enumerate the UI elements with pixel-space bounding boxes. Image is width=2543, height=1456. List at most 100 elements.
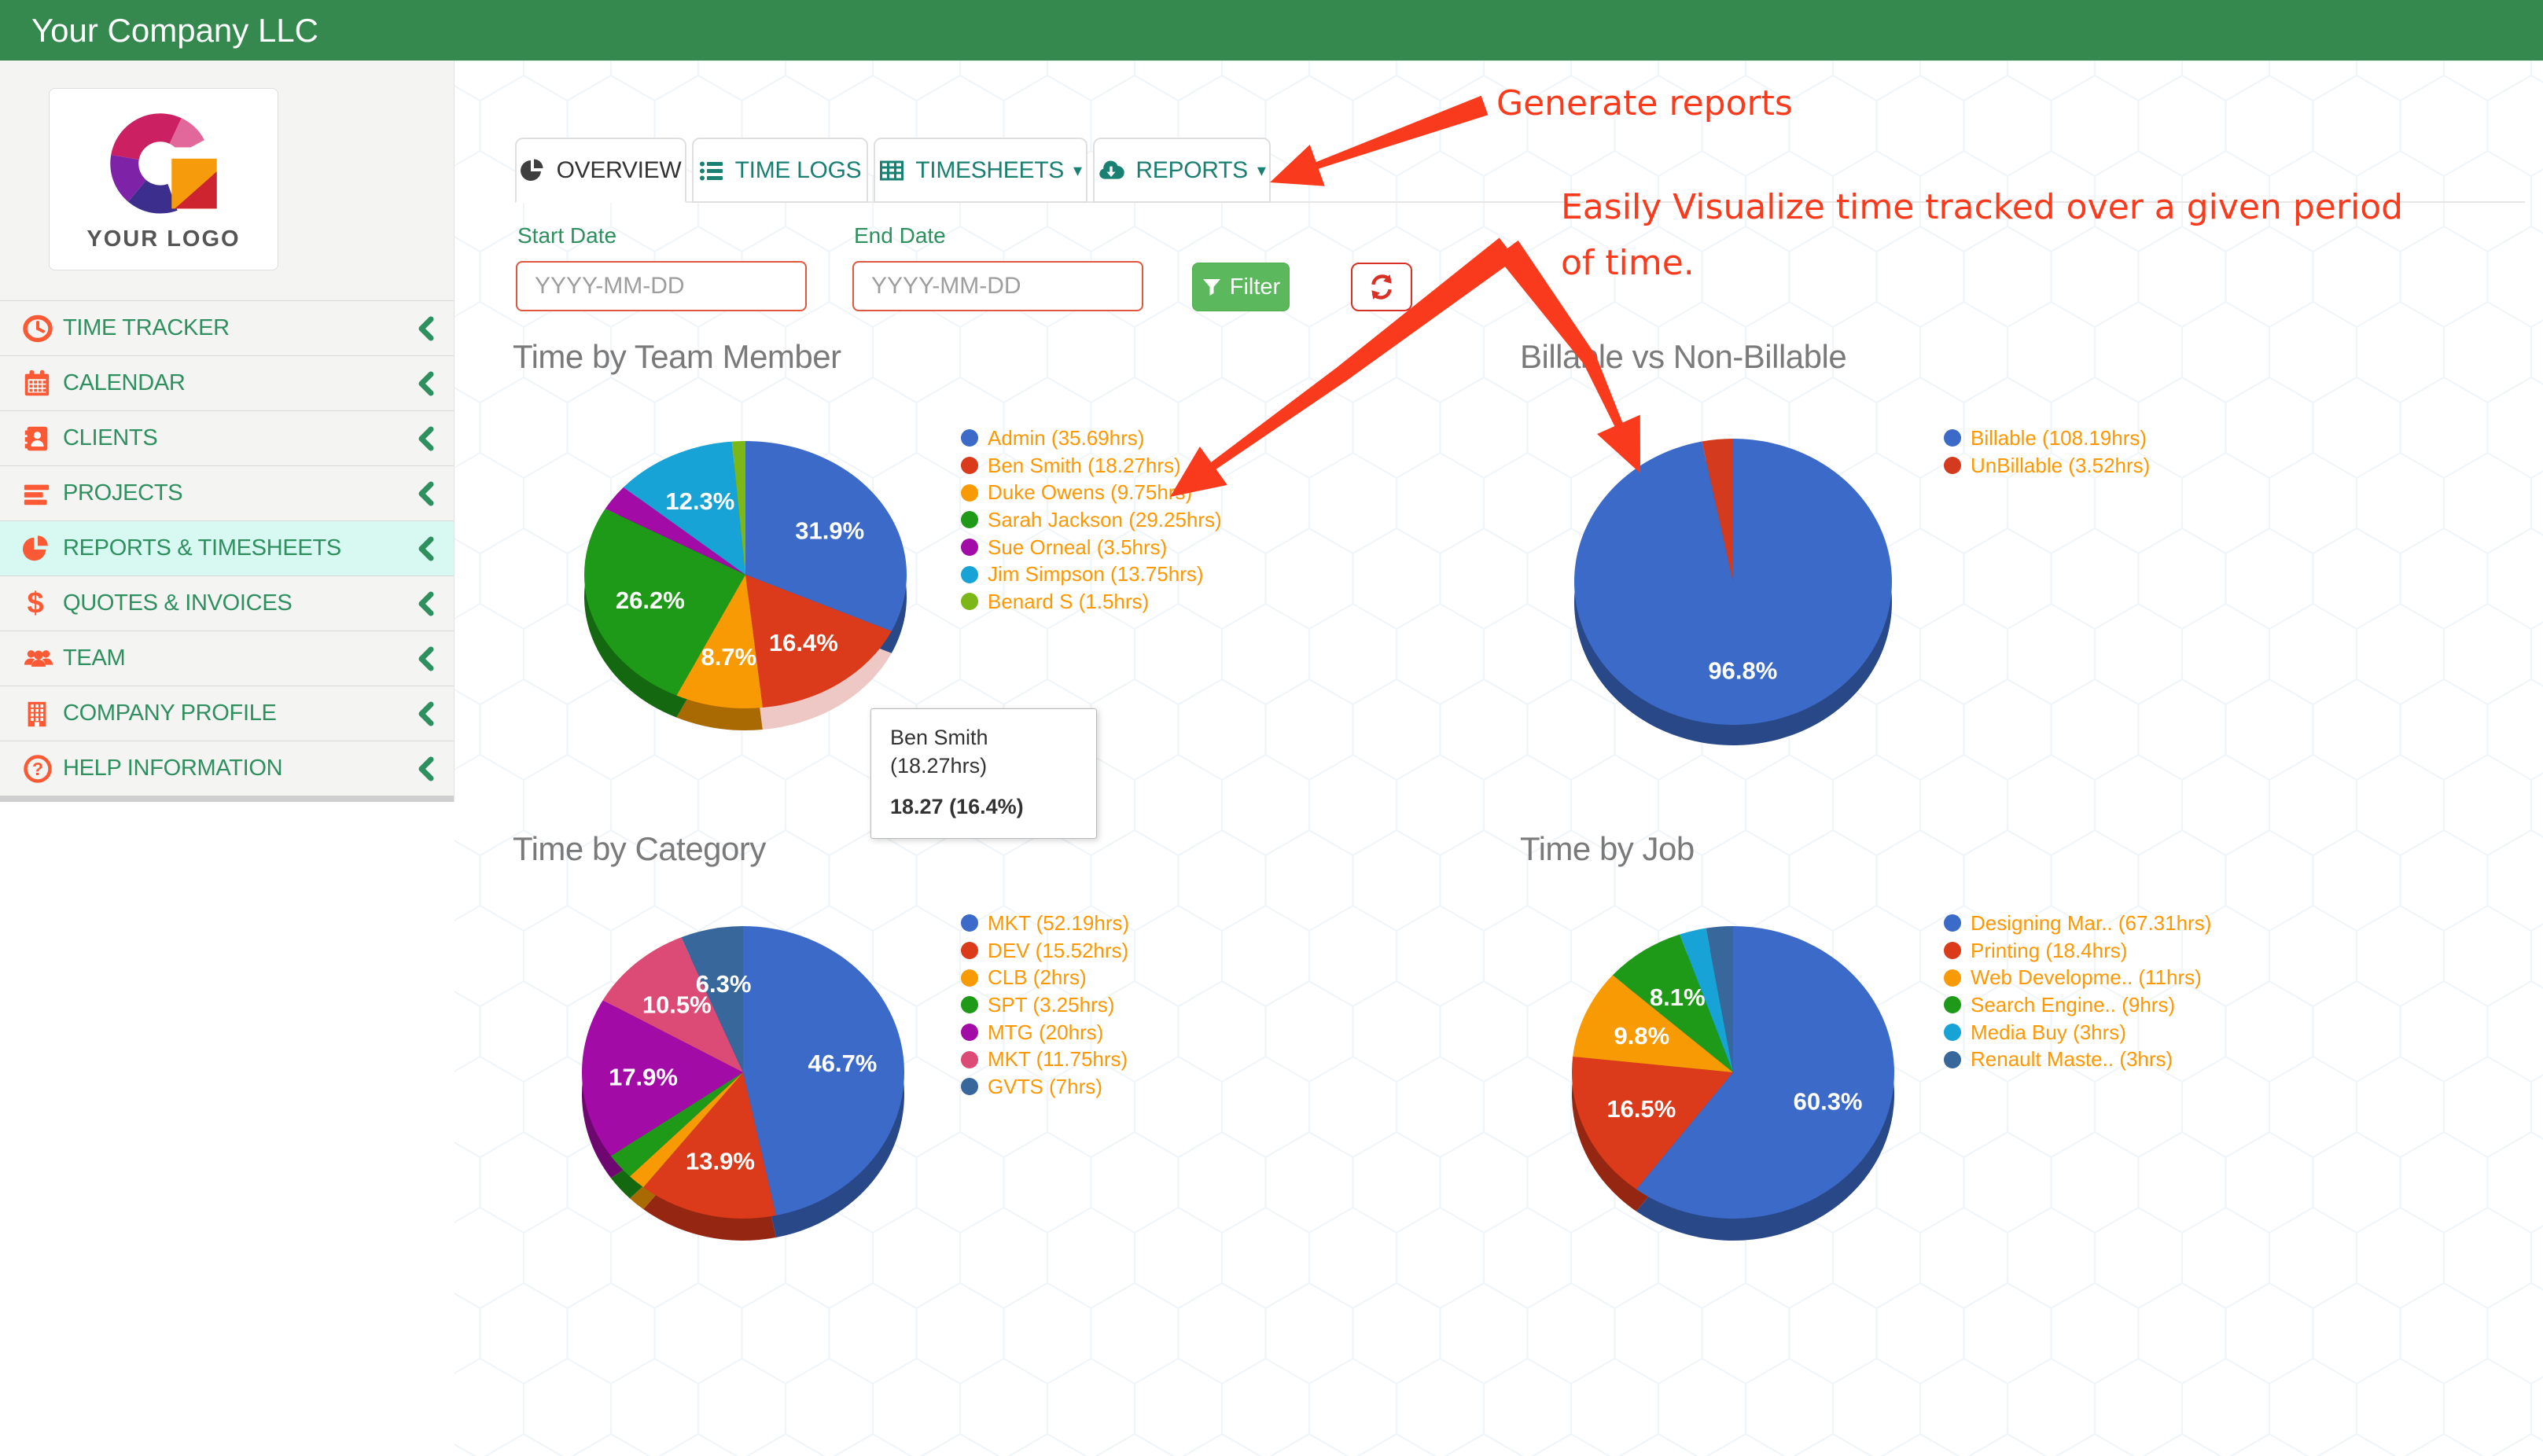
legend-team-member: Admin (35.69hrs) Ben Smith (18.27hrs) Duke… [961,425,1222,616]
help-circle-icon: ? [22,752,63,785]
legend-item[interactable]: Renault Maste.. (3hrs) [1944,1046,2211,1073]
sidebar-item-label: TEAM [63,645,126,671]
tab-time-logs[interactable]: TIME LOGS [692,138,868,203]
legend-label: CLB (2hrs) [988,965,1087,990]
legend-item[interactable]: Ben Smith (18.27hrs) [961,452,1222,480]
legend-item[interactable]: Printing (18.4hrs) [1944,937,2211,965]
logo-text: YOUR LOGO [86,226,241,252]
legend-label: Ben Smith (18.27hrs) [988,453,1181,477]
end-date-input[interactable] [852,261,1143,311]
legend-label: MTG (20hrs) [988,1020,1104,1044]
sidebar-item-team[interactable]: TEAM [0,631,454,686]
legend-item[interactable]: CLB (2hrs) [961,964,1129,991]
chevron-left-icon [416,316,435,341]
sidebar-item-label: QUOTES & INVOICES [63,590,293,616]
legend-label: Web Developme.. (11hrs) [1971,965,2202,990]
sidebar-item-company-profile[interactable]: COMPANY PROFILE [0,686,454,741]
legend-dot [961,1050,978,1068]
legend-item[interactable]: Media Buy (3hrs) [1944,1019,2211,1046]
legend-dot [961,457,978,475]
app-header: Your Company LLC [0,0,2543,61]
legend-item[interactable]: Designing Mar.. (67.31hrs) [1944,910,2211,937]
tab-label: TIME LOGS [734,156,862,183]
company-logo: YOUR LOGO [49,88,278,270]
sidebar-item-time-tracker[interactable]: TIME TRACKER [0,300,454,355]
dollar-icon: $ [22,587,63,620]
sidebar-item-reports-timesheets[interactable]: REPORTS & TIMESHEETS [0,520,454,575]
start-date-input[interactable] [516,261,807,311]
legend-dot [961,511,978,529]
annotation-visualize-line2: of time. [1561,243,1695,283]
team-icon [22,642,63,675]
sidebar-item-label: CALENDAR [63,370,186,395]
tab-label: TIMESHEETS [915,156,1064,183]
refresh-icon [1367,273,1396,301]
chevron-left-icon [416,701,435,726]
pie-chart-icon [22,532,63,565]
legend-item[interactable]: MKT (11.75hrs) [961,1046,1129,1073]
legend-label: Sarah Jackson (29.25hrs) [988,507,1222,531]
legend-label: MKT (11.75hrs) [988,1047,1128,1072]
legend-label: Billable (108.19hrs) [1971,425,2147,450]
legend-item[interactable]: GVTS (7hrs) [961,1073,1129,1101]
chevron-left-icon [416,371,435,396]
sidebar-menu: TIME TRACKER CALENDAR CLIENTS PROJECTS REPOR… [0,300,454,802]
legend-item[interactable]: Jim Simpson (13.75hrs) [961,561,1222,588]
chevron-down-icon: ▾ [1257,160,1266,180]
filter-button[interactable]: Filter [1192,263,1290,311]
legend-item[interactable]: Billable (108.19hrs) [1944,425,2150,452]
legend-item[interactable]: Duke Owens (9.75hrs) [961,479,1222,506]
refresh-button[interactable] [1351,263,1412,311]
legend-item[interactable]: SPT (3.25hrs) [961,991,1129,1019]
sidebar-item-label: PROJECTS [63,480,183,506]
legend-dot [961,914,978,932]
sidebar-item-clients[interactable]: CLIENTS [0,410,454,465]
sidebar-item-label: REPORTS & TIMESHEETS [63,535,341,561]
legend-dot [961,429,978,447]
annotation-visualize-line1: Easily Visualize time tracked over a giv… [1561,187,2404,227]
sidebar-item-projects[interactable]: PROJECTS [0,465,454,520]
sidebar-item-quotes-invoices[interactable]: $ QUOTES & INVOICES [0,575,454,631]
legend-item[interactable]: Sarah Jackson (29.25hrs) [961,506,1222,534]
legend-item[interactable]: Web Developme.. (11hrs) [1944,964,2211,991]
legend-item[interactable]: Search Engine.. (9hrs) [1944,991,2211,1019]
legend-dot [961,539,978,557]
tab-overview[interactable]: OVERVIEW [515,138,686,203]
legend-label: MKT (52.19hrs) [988,910,1130,935]
legend-billable: Billable (108.19hrs) UnBillable (3.52hrs) [1944,425,2150,479]
end-date-label: End Date [854,223,946,248]
annotation-visualize: Easily Visualize time tracked over a giv… [1561,179,2403,291]
legend-dot [1944,996,1961,1014]
chevron-left-icon [416,536,435,561]
legend-dot [961,942,978,960]
sidebar-item-calendar[interactable]: CALENDAR [0,355,454,410]
legend-dot [1944,429,1961,447]
tooltip-name: Ben Smith [890,726,988,749]
address-book-icon [22,422,63,455]
legend-label: DEV (15.52hrs) [988,938,1129,962]
legend-item[interactable]: Benard S (1.5hrs) [961,588,1222,616]
legend-label: UnBillable (3.52hrs) [1971,453,2151,477]
legend-item[interactable]: DEV (15.52hrs) [961,937,1129,965]
legend-label: Media Buy (3hrs) [1971,1020,2126,1044]
logo-g-icon [110,112,220,214]
legend-label: Admin (35.69hrs) [988,425,1145,450]
legend-item[interactable]: Admin (35.69hrs) [961,425,1222,452]
svg-text:$: $ [28,589,44,619]
legend-item[interactable]: MTG (20hrs) [961,1019,1129,1046]
clock-icon [22,312,63,345]
chart-title-category: Time by Category [513,830,766,867]
chart-title-team-member: Time by Team Member [513,338,841,375]
pie-chart-dark-icon [520,158,546,183]
calendar-icon [22,367,63,400]
legend-item[interactable]: MKT (52.19hrs) [961,910,1129,937]
sidebar-item-label: HELP INFORMATION [63,756,283,781]
legend-label: SPT (3.25hrs) [988,992,1115,1017]
sidebar-item-help-information[interactable]: ? HELP INFORMATION [0,741,454,796]
chart-title-billable: Billable vs Non-Billable [1520,338,1847,375]
tab-timesheets[interactable]: TIMESHEETS ▾ [874,138,1087,203]
tab-reports[interactable]: REPORTS ▾ [1093,138,1271,203]
legend-label: Jim Simpson (13.75hrs) [988,562,1204,586]
legend-item[interactable]: Sue Orneal (3.5hrs) [961,534,1222,561]
legend-item[interactable]: UnBillable (3.52hrs) [1944,452,2150,480]
